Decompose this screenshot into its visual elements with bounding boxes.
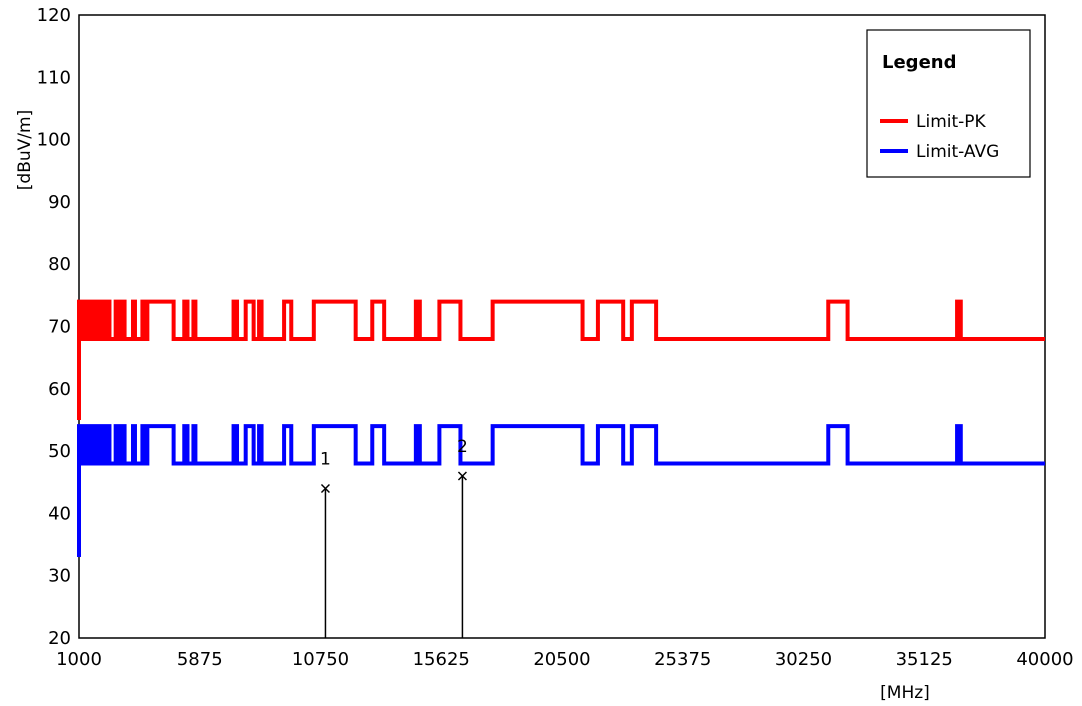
x-axis-label: [MHz] — [880, 683, 930, 703]
x-tick-label: 40000 — [1016, 649, 1073, 670]
y-tick-label: 120 — [37, 5, 71, 26]
y-axis-label: [dBuV/m] — [15, 110, 35, 190]
y-tick-label: 80 — [48, 254, 71, 275]
y-tick-label: 50 — [48, 441, 71, 462]
marker-layer: 12 — [320, 437, 468, 638]
x-tick-label: 5875 — [177, 649, 223, 670]
y-tick-label: 100 — [37, 130, 71, 151]
legend-entry-limit-avg: Limit-AVG — [916, 142, 999, 162]
x-tick-label: 15625 — [413, 649, 470, 670]
x-tick-label: 25375 — [654, 649, 711, 670]
y-tick-label: 40 — [48, 503, 71, 524]
marker-2: 2 — [457, 437, 468, 638]
series-line-limit-pk — [77, 299, 1045, 420]
y-tick-label: 60 — [48, 379, 71, 400]
x-tick-label: 35125 — [896, 649, 953, 670]
marker-1: 1 — [320, 449, 331, 638]
marker-cross — [320, 483, 330, 494]
x-tick-label: 20500 — [533, 649, 590, 670]
y-tick-label: 110 — [37, 67, 71, 88]
legend-title: Legend — [882, 52, 956, 73]
marker-cross — [457, 471, 467, 481]
x-tick-label: 10750 — [292, 649, 349, 670]
y-tick-label: 30 — [48, 566, 71, 587]
y-tick-label: 20 — [48, 628, 71, 649]
marker-label: 2 — [457, 437, 468, 457]
x-tick-label: 1000 — [56, 649, 102, 670]
legend: Legend Limit-PK Limit-AVG — [866, 29, 1031, 178]
x-axis-ticks: 1000 5875 10750 15625 20500 25375 30250 35125 40… — [56, 649, 1074, 670]
legend-entry-limit-pk: Limit-PK — [916, 112, 987, 132]
y-axis-ticks: 20 30 40 50 60 70 80 90 100 110 120 — [37, 5, 71, 649]
y-tick-label: 70 — [48, 317, 71, 338]
series-line-limit-avg — [77, 424, 1045, 558]
marker-label: 1 — [320, 449, 331, 469]
series-layer — [77, 299, 1045, 558]
y-tick-label: 90 — [48, 192, 71, 213]
x-tick-label: 30250 — [775, 649, 832, 670]
